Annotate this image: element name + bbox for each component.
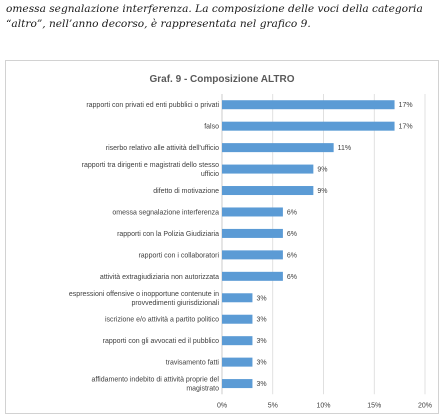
x-tick-label: 20%	[418, 402, 432, 409]
bar	[222, 271, 283, 281]
bar	[222, 293, 253, 303]
value-labels: 17% 17% 11% 9% 9% 6% 6% 6% 6% 3% 3% 3% 3% 3%	[256, 102, 412, 388]
bars	[222, 100, 395, 389]
category-label: omessa segnalazione interferenza	[112, 209, 219, 216]
bar-value-label: 6%	[287, 231, 297, 238]
category-label: rapporti tra dirigenti e magistrati dell…	[82, 162, 219, 178]
bar-value-label: 9%	[317, 188, 327, 195]
bar	[222, 250, 283, 260]
bar-value-label: 6%	[287, 252, 297, 259]
category-label: rapporti con i collaboratori	[138, 252, 219, 259]
bar-value-label: 6%	[287, 209, 297, 216]
category-label: falso	[204, 124, 219, 131]
grid-lines	[221, 94, 426, 395]
bar	[222, 379, 253, 389]
x-tick-label: 0%	[217, 402, 227, 409]
category-label: riserbo relativo alle attività dell'uffi…	[106, 145, 219, 152]
intro-line-2: “altro”, nell’anno decorso, è rappresent…	[6, 18, 311, 30]
bar-value-label: 3%	[256, 295, 266, 302]
category-label: difetto di motivazione	[153, 188, 219, 195]
chart-container: Graf. 9 - Composizione ALTRO rapporti co…	[5, 60, 439, 414]
bar	[222, 228, 283, 238]
bar-chart: Graf. 9 - Composizione ALTRO rapporti co…	[69, 74, 432, 409]
bar-value-label: 3%	[256, 360, 266, 367]
x-tick-label: 5%	[268, 402, 278, 409]
bar-value-label: 17%	[399, 102, 413, 109]
bar	[222, 336, 253, 346]
bar-value-label: 3%	[256, 381, 266, 388]
category-label: iscrizione e/o attività a partito politi…	[105, 317, 219, 324]
bar-value-label: 11%	[338, 145, 352, 152]
bar	[222, 100, 395, 110]
category-label: rapporti con gli avvocati ed il pubblico	[103, 338, 219, 345]
x-tick-label: 15%	[367, 402, 381, 409]
bar-value-label: 3%	[256, 338, 266, 345]
bar	[222, 121, 395, 131]
bar-value-label: 17%	[399, 124, 413, 131]
bar-value-label: 9%	[317, 167, 327, 174]
chart-title: Graf. 9 - Composizione ALTRO	[149, 74, 294, 85]
intro-line-1: omessa segnalazione interferenza. La com…	[6, 3, 423, 15]
bar	[222, 314, 253, 324]
category-label: rapporti con privati ed enti pubblici o …	[86, 102, 219, 109]
category-label: affidamento indebito di attività proprie…	[91, 377, 219, 393]
category-label: travisamento fatti	[166, 360, 220, 367]
bar	[222, 143, 334, 153]
bar-value-label: 3%	[256, 317, 266, 324]
category-labels: rapporti con privati ed enti pubblici o …	[69, 102, 220, 392]
bar	[222, 164, 314, 174]
category-label: espressioni offensive o inopportune cont…	[69, 291, 220, 307]
category-label: rapporti con la Polizia Giudiziaria	[117, 231, 219, 238]
category-label: attività extragiudiziaria non autorizzat…	[100, 274, 219, 281]
bar	[222, 357, 253, 367]
x-axis-ticks: 0% 5% 10% 15% 20%	[217, 402, 432, 409]
bar	[222, 186, 314, 196]
x-tick-label: 10%	[316, 402, 330, 409]
intro-text: omessa segnalazione interferenza. La com…	[6, 2, 442, 32]
bar-value-label: 6%	[287, 274, 297, 281]
bar	[222, 207, 283, 217]
